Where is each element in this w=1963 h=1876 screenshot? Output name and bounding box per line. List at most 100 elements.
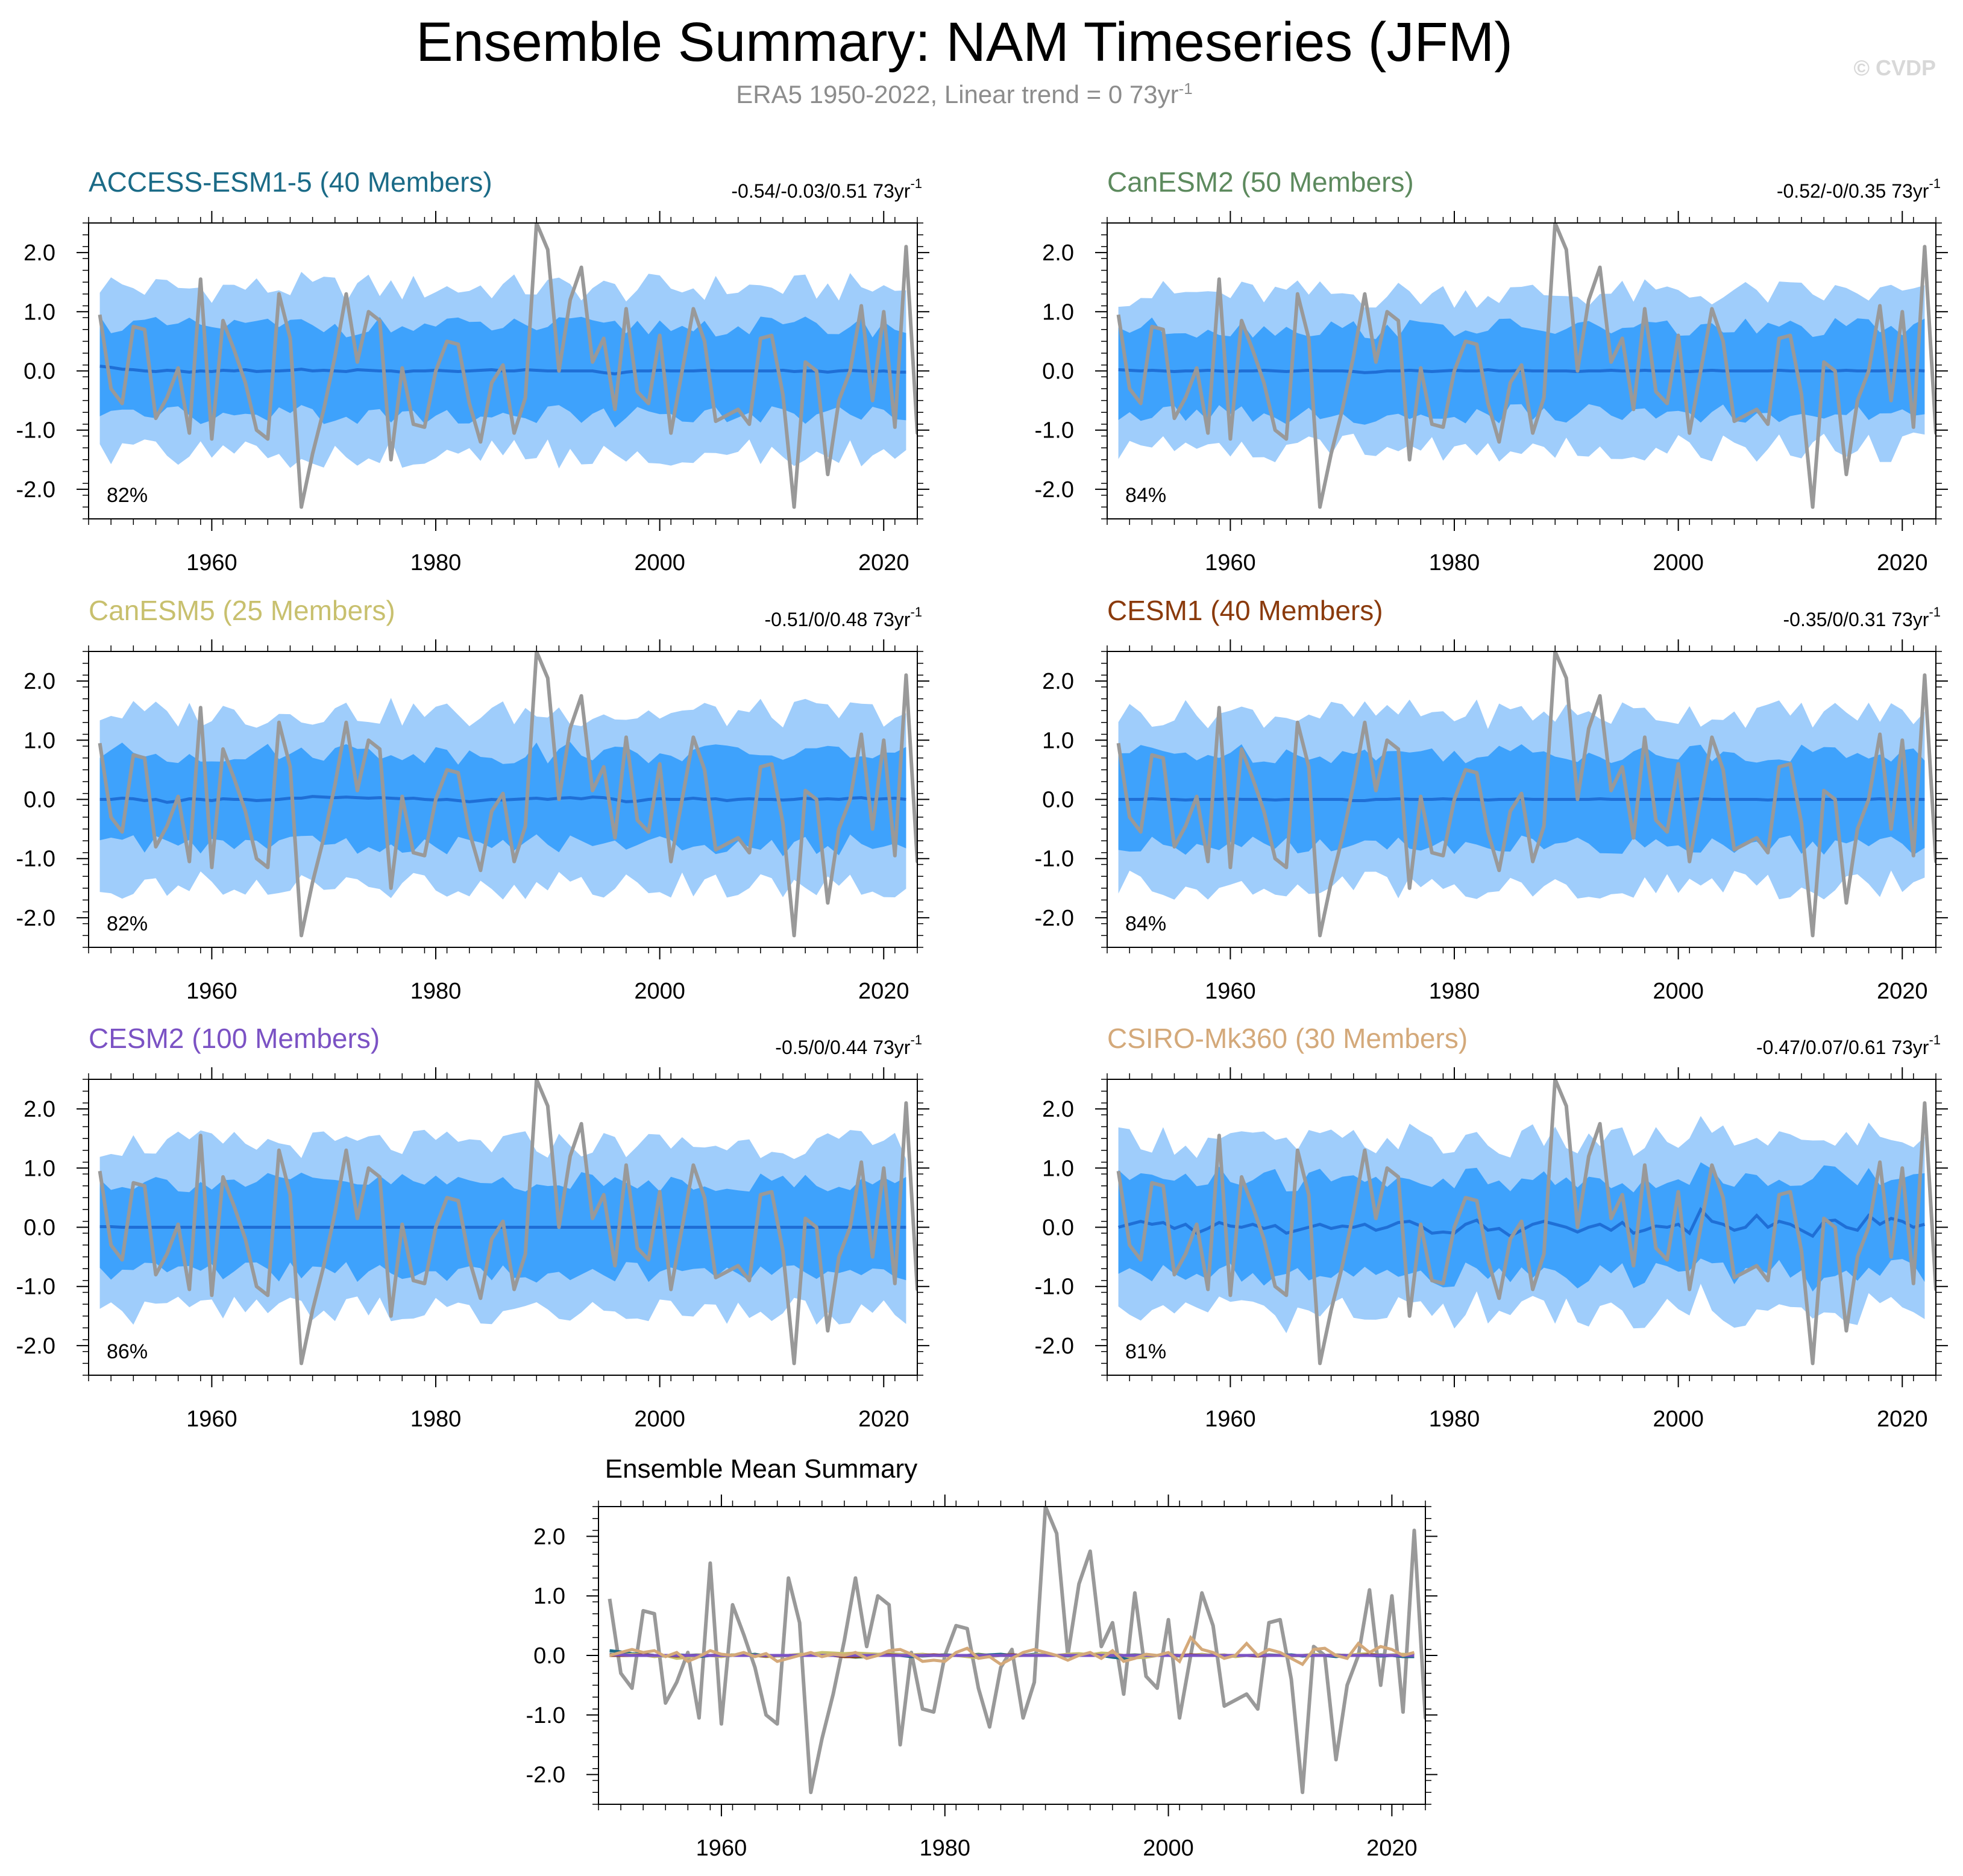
panel-4-x-tick-label: 2000 [1653,979,1704,1004]
panel-6-y-tick-label: -1.0 [1035,1275,1074,1300]
panel-2-y-tick-label: 2.0 [1042,240,1074,266]
panel-4-y-tick-label: -2.0 [1035,906,1074,931]
panel-6-x-tick-label: 1960 [1205,1407,1256,1432]
trend-superscript: -1 [1929,604,1941,620]
panel-3-y-tick-label: 1.0 [24,728,55,753]
panel-1-x-tick-label: 1960 [186,550,237,576]
panel-3-y-tick-label: 2.0 [24,669,55,694]
panel-percent-label: 82% [107,912,148,935]
summary-y-tick-label: 0.0 [533,1643,565,1669]
observations-line [1116,223,1936,509]
watermark: © CVDP [1853,55,1936,80]
panel-3-x-tick-label: 1960 [186,979,237,1004]
panel-trend-label: -0.35/0/0.31 73yr-1 [1783,604,1941,630]
panel-3-y-tick-label: -2.0 [16,906,55,931]
panel-5-y-tick-label: 2.0 [24,1097,55,1122]
panel-1-x-tick-label: 2020 [858,550,909,576]
trend-superscript: -1 [910,604,922,620]
panel-6: 1960 1980 2000 2020 2.0 1.0 0.0 -1.0 -2.0 CSIRO-M… [1035,1023,1948,1432]
panel-6-y-tick-label: 2.0 [1042,1097,1074,1122]
trend-text: -0.47/0.07/0.61 73yr [1756,1037,1929,1058]
panel-5-x-tick-label: 1980 [410,1407,462,1432]
summary-observations-line [608,1507,1425,1795]
page-subtitle: ERA5 1950-2022, Linear trend = 0 73yr-1 [0,80,1929,109]
panel-2-y-tick-label: 1.0 [1042,300,1074,325]
panel-2-y-tick-label: -1.0 [1035,418,1074,444]
panel-4-y-tick-label: 2.0 [1042,669,1074,694]
panel-2: 1960 1980 2000 2020 2.0 1.0 0.0 -1.0 -2.0 CanESM2… [1035,166,1948,576]
trend-superscript: -1 [910,1032,922,1047]
panel-5-y-tick-label: -2.0 [16,1334,55,1359]
summary-y-tick-label: -2.0 [526,1763,565,1788]
panel-5-x-tick-label: 2000 [634,1407,685,1432]
panel-4-y-tick-label: 0.0 [1042,788,1074,813]
panel-4: 1960 1980 2000 2020 2.0 1.0 0.0 -1.0 -2.0 CESM1 (… [1035,595,1948,1004]
panel-5-x-tick-label: 2020 [858,1407,909,1432]
trend-text: -0.5/0/0.44 73yr [775,1037,910,1058]
panel-title: CESM1 (40 Members) [1107,595,1383,626]
panel-trend-label: -0.52/-0/0.35 73yr-1 [1777,176,1941,202]
summary-x-tick-label: 2020 [1366,1836,1418,1861]
trend-text: -0.35/0/0.31 73yr [1783,609,1929,630]
trend-superscript: -1 [910,176,922,191]
trend-text: -0.54/-0.03/0.51 73yr [731,180,910,202]
observations-line [1116,1079,1936,1366]
panel-title: ACCESS-ESM1-5 (40 Members) [89,166,492,198]
panel-title: CESM2 (100 Members) [89,1023,380,1054]
panel-1-y-tick-label: 0.0 [24,359,55,384]
panel-1-y-tick-label: 2.0 [24,240,55,266]
summary-model-line-6 [609,1635,1415,1667]
panel-trend-label: -0.54/-0.03/0.51 73yr-1 [731,176,922,202]
observations-line [98,651,917,938]
panel-percent-label: 84% [1125,484,1166,507]
panel-1-x-tick-label: 1980 [410,550,462,576]
observations-line [98,223,917,509]
panel-6-x-tick-label: 1980 [1429,1407,1480,1432]
summary-plot-area [608,1507,1425,1795]
summary-title: Ensemble Mean Summary [605,1454,917,1484]
panel-4-x-tick-label: 2020 [1877,979,1928,1004]
mean-summary-panel: 1960 1980 2000 2020 2.0 1.0 0.0 -1.0 -2.0 Ensembl… [526,1454,1437,1861]
panel-4-x-tick-label: 1980 [1429,979,1480,1004]
observations-line [98,1079,917,1366]
panel-1: 1960 1980 2000 2020 2.0 1.0 0.0 -1.0 -2.0 ACCESS-… [16,166,929,576]
summary-y-tick-label: 1.0 [533,1584,565,1609]
panel-6-y-tick-label: 0.0 [1042,1216,1074,1241]
panel-6-x-tick-label: 2020 [1877,1407,1928,1432]
panel-plot-area [1116,1079,1936,1366]
panel-5-x-tick-label: 1960 [186,1407,237,1432]
panel-4-y-tick-label: 1.0 [1042,728,1074,753]
panel-percent-label: 86% [107,1340,148,1363]
panel-3: 1960 1980 2000 2020 2.0 1.0 0.0 -1.0 -2.0 CanESM5… [16,595,929,1004]
panel-percent-label: 82% [107,484,148,507]
panel-2-x-tick-label: 2020 [1877,550,1928,576]
summary-x-tick-label: 1980 [919,1836,970,1861]
panel-trend-label: -0.5/0/0.44 73yr-1 [775,1032,922,1058]
panel-2-x-tick-label: 1960 [1205,550,1256,576]
panel-1-y-tick-label: -1.0 [16,418,55,444]
panel-6-y-tick-label: -2.0 [1035,1334,1074,1359]
panel-3-y-tick-label: 0.0 [24,788,55,813]
trend-superscript: -1 [1929,1032,1941,1047]
subtitle-text: ERA5 1950-2022, Linear trend = 0 73yr [736,80,1179,108]
panel-3-x-tick-label: 2020 [858,979,909,1004]
panel-trend-label: -0.47/0.07/0.61 73yr-1 [1756,1032,1941,1058]
panel-6-x-tick-label: 2000 [1653,1407,1704,1432]
panel-5-y-tick-label: 0.0 [24,1216,55,1241]
panel-title: CanESM5 (25 Members) [89,595,395,626]
panel-2-x-tick-label: 2000 [1653,550,1704,576]
panel-1-y-tick-label: -2.0 [16,477,55,503]
panel-percent-label: 84% [1125,912,1166,935]
panel-4-x-tick-label: 1960 [1205,979,1256,1004]
summary-x-tick-label: 2000 [1143,1836,1194,1861]
trend-text: -0.51/0/0.48 73yr [765,609,911,630]
summary-y-tick-label: -1.0 [526,1703,565,1728]
panel-3-x-tick-label: 2000 [634,979,685,1004]
panel-2-x-tick-label: 1980 [1429,550,1480,576]
panel-5: 1960 1980 2000 2020 2.0 1.0 0.0 -1.0 -2.0 CESM2 (… [16,1023,929,1432]
panel-title: CanESM2 (50 Members) [1107,166,1414,198]
panel-1-y-tick-label: 1.0 [24,300,55,325]
panel-plot-area [1116,651,1936,938]
panel-title: CSIRO-Mk360 (30 Members) [1107,1023,1468,1054]
